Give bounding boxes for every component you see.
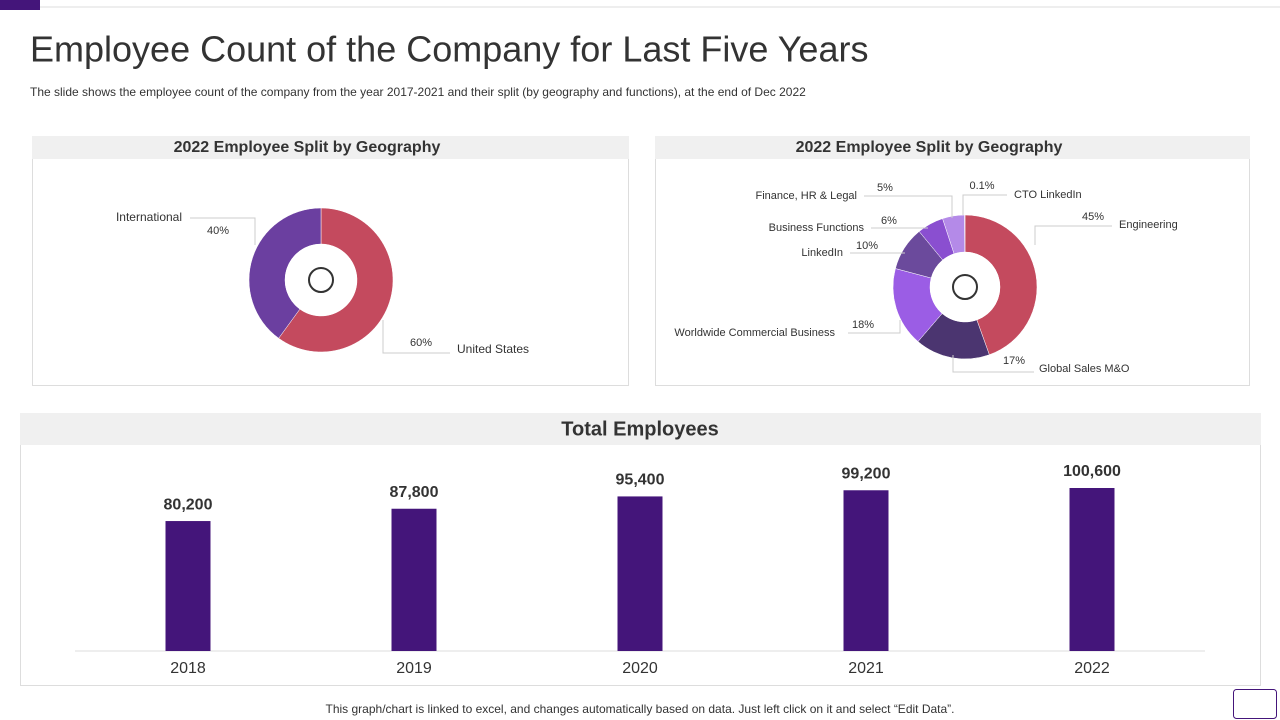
footer-note: This graph/chart is linked to excel, and… bbox=[326, 702, 955, 716]
value-label: 100,600 bbox=[1063, 463, 1121, 480]
leader-line bbox=[952, 355, 1034, 373]
donut-hole bbox=[930, 252, 1000, 322]
value-label: 87,800 bbox=[390, 484, 439, 501]
chart-title: Total Employees bbox=[561, 418, 718, 440]
value-label: 60% bbox=[410, 337, 432, 349]
value-label: 17% bbox=[1003, 355, 1025, 367]
bar bbox=[843, 490, 889, 651]
slide-title: Employee Count of the Company for Last F… bbox=[30, 29, 868, 70]
leader-line bbox=[962, 194, 1007, 215]
panel-header bbox=[32, 136, 629, 159]
value-label: 18% bbox=[852, 319, 874, 331]
legend-label: Worldwide Commercial Business bbox=[674, 327, 835, 339]
accent-bar bbox=[0, 0, 40, 10]
leader-line bbox=[190, 217, 256, 245]
donut-icon bbox=[952, 274, 978, 300]
value-label: 95,400 bbox=[616, 472, 665, 489]
legend-label: Engineering bbox=[1119, 219, 1178, 231]
x-tick-label: 2018 bbox=[170, 660, 206, 677]
leader-line bbox=[848, 320, 901, 334]
chart-title: 2022 Employee Split by Geography bbox=[796, 139, 1063, 156]
value-label: 5% bbox=[877, 182, 893, 194]
bar bbox=[617, 496, 663, 651]
chart-title: 2022 Employee Split by Geography bbox=[174, 139, 441, 156]
legend-label: Business Functions bbox=[769, 222, 865, 234]
value-label: 0.1% bbox=[969, 180, 994, 192]
x-tick-label: 2021 bbox=[848, 660, 884, 677]
value-label: 6% bbox=[881, 215, 897, 227]
panel-header bbox=[20, 413, 1261, 445]
bar bbox=[1069, 488, 1115, 651]
donut-icon bbox=[308, 267, 334, 293]
bar bbox=[165, 521, 211, 651]
value-label: 99,200 bbox=[842, 465, 891, 482]
legend-label: CTO LinkedIn bbox=[1014, 189, 1082, 201]
value-label: 45% bbox=[1082, 211, 1104, 223]
x-tick-label: 2019 bbox=[396, 660, 432, 677]
bar bbox=[391, 508, 437, 651]
x-tick-label: 2020 bbox=[622, 660, 658, 677]
panel-header bbox=[655, 136, 1250, 159]
legend-label: Global Sales M&O bbox=[1039, 363, 1130, 375]
legend-label: International bbox=[116, 210, 182, 224]
value-label: 80,200 bbox=[164, 496, 213, 513]
slide-subtitle: The slide shows the employee count of th… bbox=[30, 85, 806, 99]
x-tick-label: 2022 bbox=[1074, 660, 1110, 677]
value-label: 10% bbox=[856, 240, 878, 252]
value-label: 40% bbox=[207, 225, 229, 237]
leader-line bbox=[1034, 225, 1112, 245]
nav-box[interactable] bbox=[1233, 689, 1277, 719]
donut-hole bbox=[285, 244, 357, 316]
legend-label: LinkedIn bbox=[801, 247, 843, 259]
leader-line bbox=[382, 320, 450, 354]
leader-line bbox=[864, 195, 953, 218]
legend-label: Finance, HR & Legal bbox=[756, 190, 858, 202]
legend-label: United States bbox=[457, 342, 529, 356]
